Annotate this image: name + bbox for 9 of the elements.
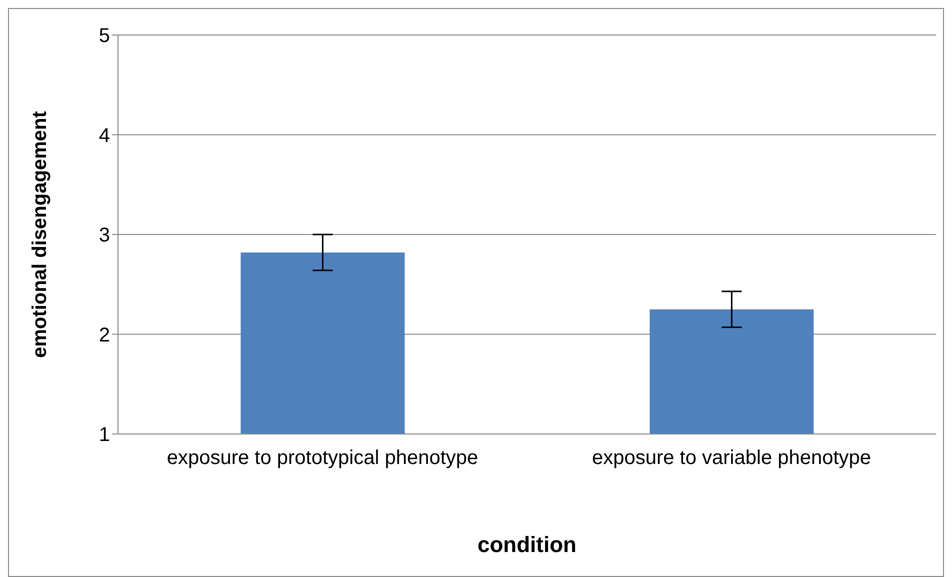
x-tick-label: exposure to prototypical phenotype: [166, 447, 478, 470]
y-tick-label: 5: [98, 25, 110, 48]
y-tick-label: 2: [98, 324, 110, 346]
y-axis-title: emotional disengagement: [29, 110, 52, 358]
y-tick-label: 3: [98, 224, 110, 247]
y-tick-label: 1: [98, 424, 110, 446]
y-tick-label: 4: [98, 124, 110, 147]
x-tick-label: exposure to variable phenotype: [592, 447, 872, 470]
x-axis-title: condition: [478, 532, 576, 557]
